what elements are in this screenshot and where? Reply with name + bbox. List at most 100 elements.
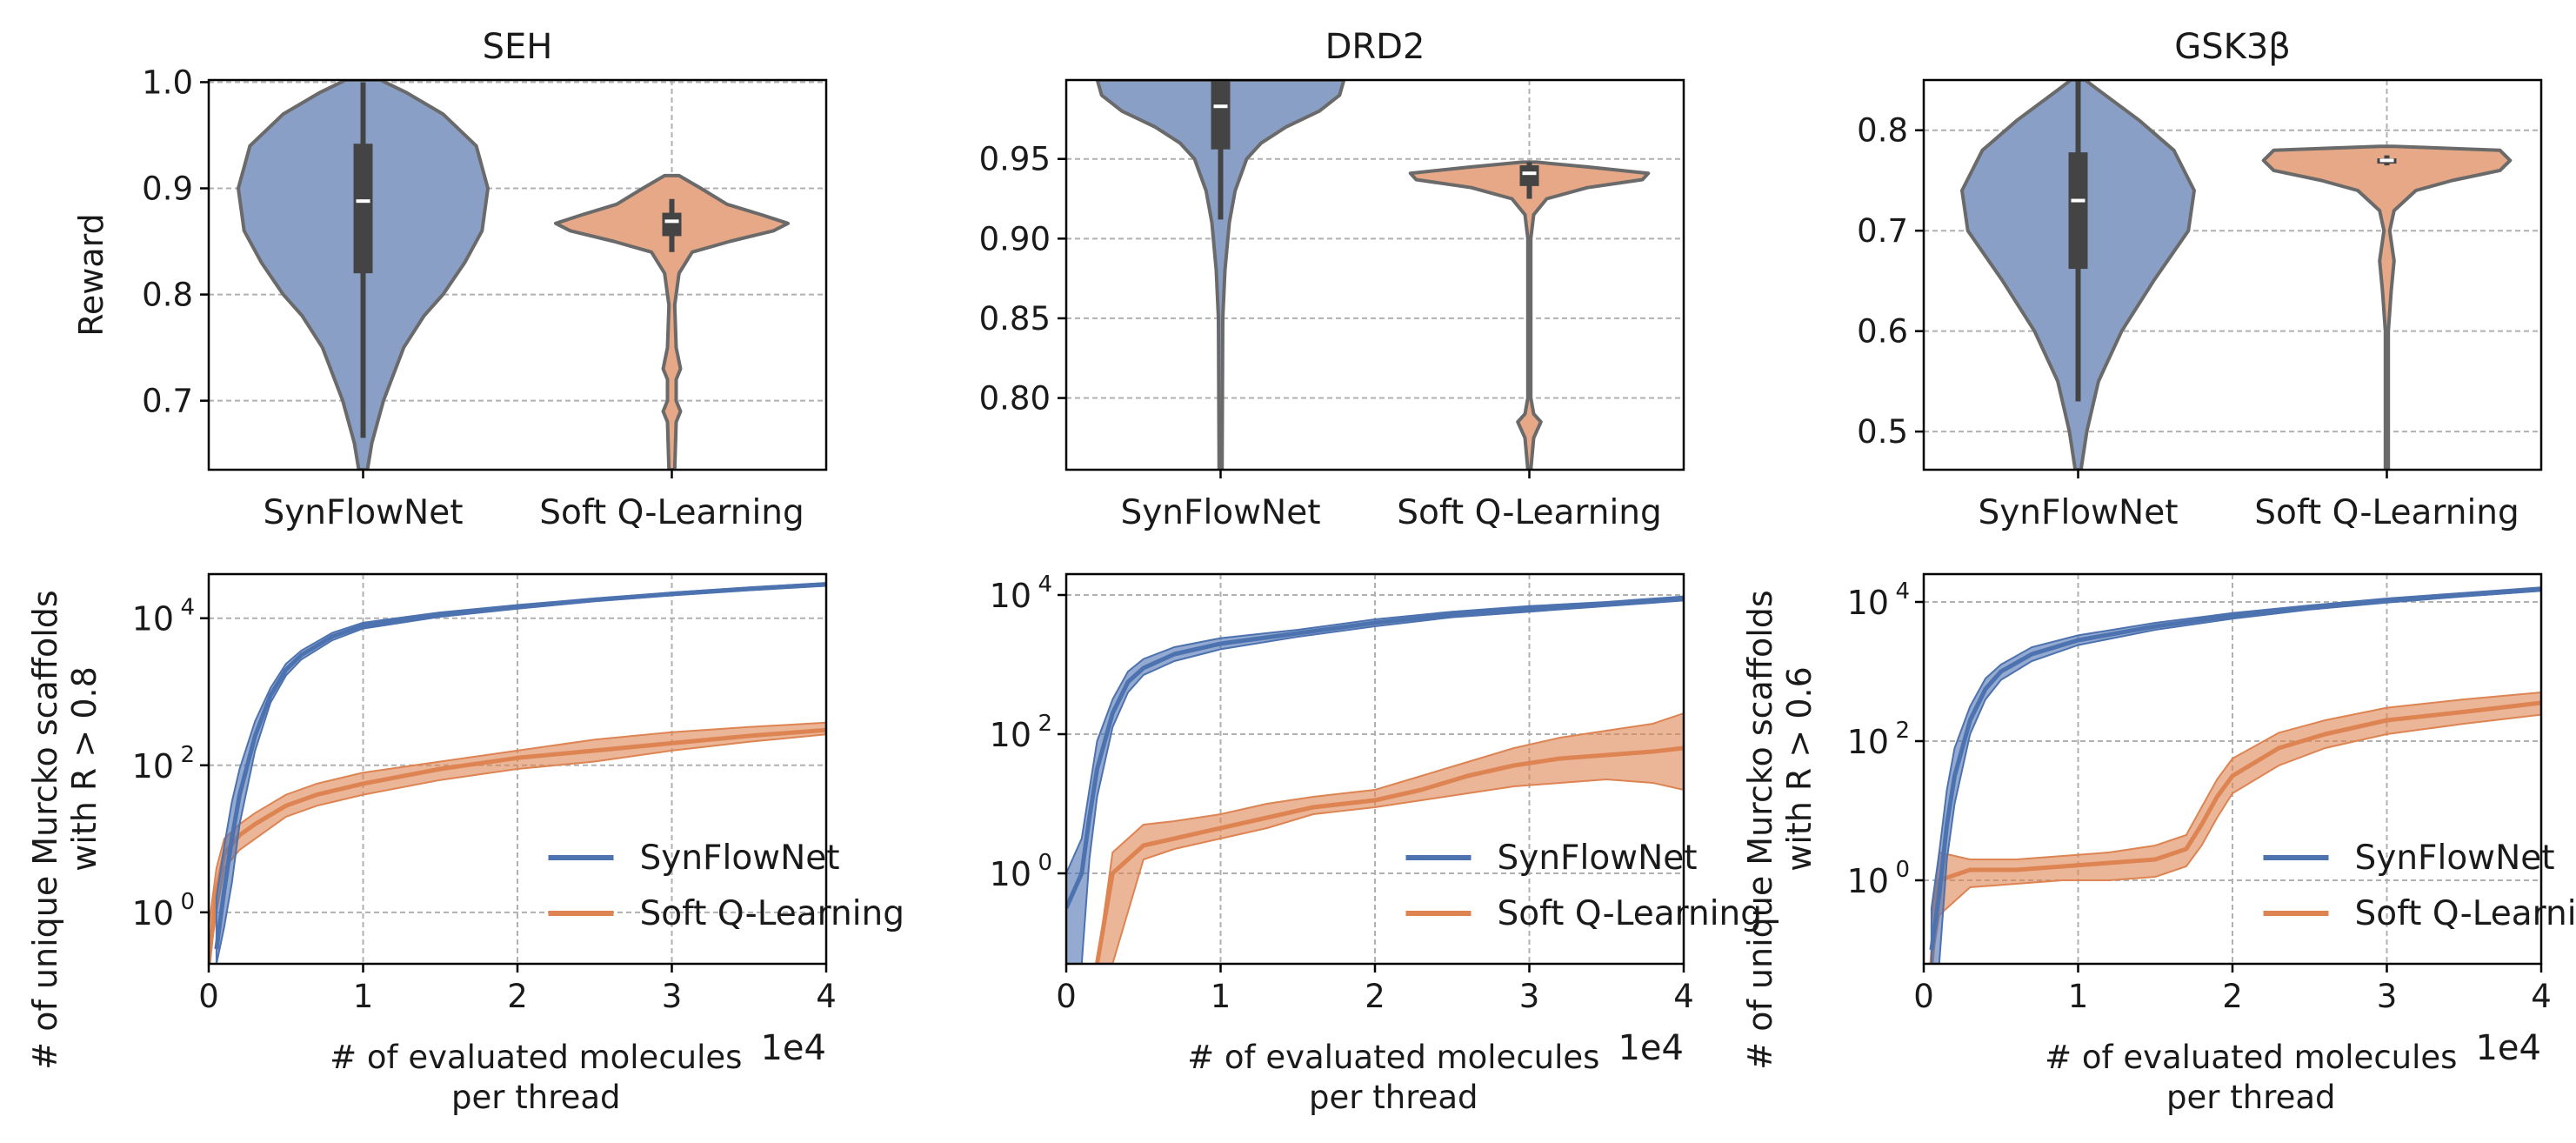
violin-soft-q-learning xyxy=(1408,160,1651,470)
x-axis-label-2: per thread xyxy=(1309,1079,1478,1116)
y-axis-label: # of unique Murcko scaffolds xyxy=(26,590,64,1069)
y-tick-label: 10 xyxy=(1847,723,1889,761)
x-offset-label: 1e4 xyxy=(760,1028,826,1068)
x-tick-label: SynFlowNet xyxy=(1978,493,2178,532)
y-tick-label: 10 xyxy=(132,600,174,638)
violin-box xyxy=(1519,165,1539,186)
band-soft-q-learning xyxy=(1096,712,1684,964)
y-tick-label: 0.8 xyxy=(1857,112,1908,150)
x-axis-label: # of evaluated molecules xyxy=(330,1039,742,1076)
line-soft-q-learning xyxy=(1095,745,1684,964)
y-tick-label: 0.5 xyxy=(1857,413,1908,451)
y-tick-label: 0.7 xyxy=(1857,212,1908,250)
legend-label: SynFlowNet xyxy=(640,839,840,878)
y-axis-label-2: with R > 0.6 xyxy=(1780,666,1819,872)
violin-box xyxy=(353,144,373,274)
violin-box xyxy=(1211,80,1231,150)
violin-panel-3: 0.5 0.6 0.7 0.8 SynFlowNet Soft Q-Learning GSK… xyxy=(1857,27,2543,532)
x-tick-label: 1 xyxy=(1211,978,1231,1015)
x-axis-label-2: per thread xyxy=(2166,1079,2336,1116)
legend-label: SynFlowNet xyxy=(2355,839,2555,878)
y-tick-label: 10 xyxy=(132,747,174,785)
violin-soft-q-learning xyxy=(2261,144,2513,470)
y-tick-exponent: 0 xyxy=(1895,857,1910,883)
x-axis-label-2: per thread xyxy=(451,1079,621,1116)
line-synflownet xyxy=(1066,596,1684,910)
x-axis-label: # of evaluated molecules xyxy=(2045,1039,2457,1076)
y-axis-label: Reward xyxy=(72,213,110,337)
x-axis-label: # of evaluated molecules xyxy=(1187,1039,1599,1076)
line-synflownet xyxy=(1929,587,2541,951)
violin-soft-q-learning xyxy=(554,173,790,470)
violin-box xyxy=(662,212,682,237)
y-tick-label: 10 xyxy=(990,577,1031,615)
panel-title: SEH xyxy=(483,27,553,67)
y-tick-exponent: 2 xyxy=(1038,711,1052,737)
violin-synflownet xyxy=(1095,80,1346,470)
band-synflownet xyxy=(1066,595,1684,964)
x-tick-label: 3 xyxy=(2377,978,2398,1015)
x-tick-label: SynFlowNet xyxy=(1120,493,1320,532)
y-tick-exponent: 4 xyxy=(1895,578,1910,605)
x-offset-label: 1e4 xyxy=(1618,1028,1684,1068)
axes-frame xyxy=(1922,78,2543,471)
y-tick-label: 10 xyxy=(990,855,1031,893)
line-synflownet xyxy=(214,582,826,950)
x-tick-label: 4 xyxy=(816,978,837,1015)
y-tick-label: 10 xyxy=(990,716,1031,754)
band-soft-q-learning xyxy=(1930,691,2541,964)
x-tick-label: SynFlowNet xyxy=(263,493,463,532)
panel-title: DRD2 xyxy=(1325,27,1425,67)
y-tick-exponent: 0 xyxy=(1038,850,1052,876)
violin-panel-2: 0.80 0.85 0.90 0.95 SynFlowNet Soft Q-Learnin… xyxy=(979,27,1685,532)
y-axis-label-2: with R > 0.8 xyxy=(65,666,103,872)
legend-label: Soft Q-Learning xyxy=(1498,894,1763,933)
y-tick-label: 0.80 xyxy=(979,380,1051,418)
x-tick-label: 0 xyxy=(198,978,219,1015)
violin-box xyxy=(2068,152,2088,270)
y-tick-label: 0.9 xyxy=(142,170,193,208)
y-tick-exponent: 2 xyxy=(1895,718,1910,744)
x-offset-label: 1e4 xyxy=(2475,1028,2541,1068)
band-synflownet xyxy=(1930,586,2541,964)
x-tick-label: 2 xyxy=(507,978,528,1015)
x-tick-label: 1 xyxy=(353,978,374,1015)
line-panel-2: 10 0 10 2 10 4 0 1 2 3 4 # of evaluated moleculespe… xyxy=(990,572,1762,1116)
x-tick-label: Soft Q-Learning xyxy=(539,493,804,532)
x-tick-label: 4 xyxy=(1673,978,1694,1015)
violin-panel-1: 0.7 0.8 0.9 1.0 SynFlowNet Soft Q-Learning SEH… xyxy=(72,27,828,532)
y-tick-label: 10 xyxy=(1847,584,1889,622)
line-panel-3: 10 010 210 40 1 2 3 4# of evaluated moleculespe… xyxy=(1741,572,2576,1116)
line-soft-q-learning xyxy=(1929,700,2541,964)
x-tick-label: 2 xyxy=(2222,978,2243,1015)
x-tick-label: 1 xyxy=(2068,978,2089,1015)
y-tick-label: 0.7 xyxy=(142,383,193,420)
axes-frame xyxy=(207,78,828,471)
axes-frame xyxy=(1064,78,1685,471)
y-axis-label: # of unique Murcko scaffolds xyxy=(1741,590,1779,1069)
x-tick-label: 4 xyxy=(2531,978,2552,1015)
y-tick-label: 0.85 xyxy=(979,300,1051,338)
y-tick-exponent: 2 xyxy=(180,742,195,768)
x-tick-label: 0 xyxy=(1913,978,1934,1015)
legend-label: SynFlowNet xyxy=(1498,839,1698,878)
x-tick-label: 0 xyxy=(1056,978,1077,1015)
x-tick-label: 2 xyxy=(1365,978,1385,1015)
x-tick-label: Soft Q-Learning xyxy=(1397,493,1662,532)
x-tick-label: 3 xyxy=(1519,978,1540,1015)
y-tick-label: 1.0 xyxy=(142,64,193,101)
x-tick-label: 3 xyxy=(662,978,683,1015)
legend-label: Soft Q-Learning xyxy=(640,894,905,933)
panel-title: GSK3β xyxy=(2174,27,2291,67)
line-panel-1: 10 010 210 40 1 2 3 4# of evaluated moleculespe… xyxy=(26,572,905,1116)
legend-label: Soft Q-Learning xyxy=(2355,894,2576,933)
y-tick-exponent: 4 xyxy=(180,595,195,621)
y-tick-label: 10 xyxy=(1847,862,1889,900)
x-tick-label: Soft Q-Learning xyxy=(2254,493,2519,532)
band-synflownet xyxy=(215,582,826,964)
y-tick-label: 0.95 xyxy=(979,141,1051,178)
y-tick-label: 0.6 xyxy=(1857,313,1908,351)
y-tick-exponent: 4 xyxy=(1038,572,1052,598)
y-tick-label: 0.8 xyxy=(142,277,193,314)
